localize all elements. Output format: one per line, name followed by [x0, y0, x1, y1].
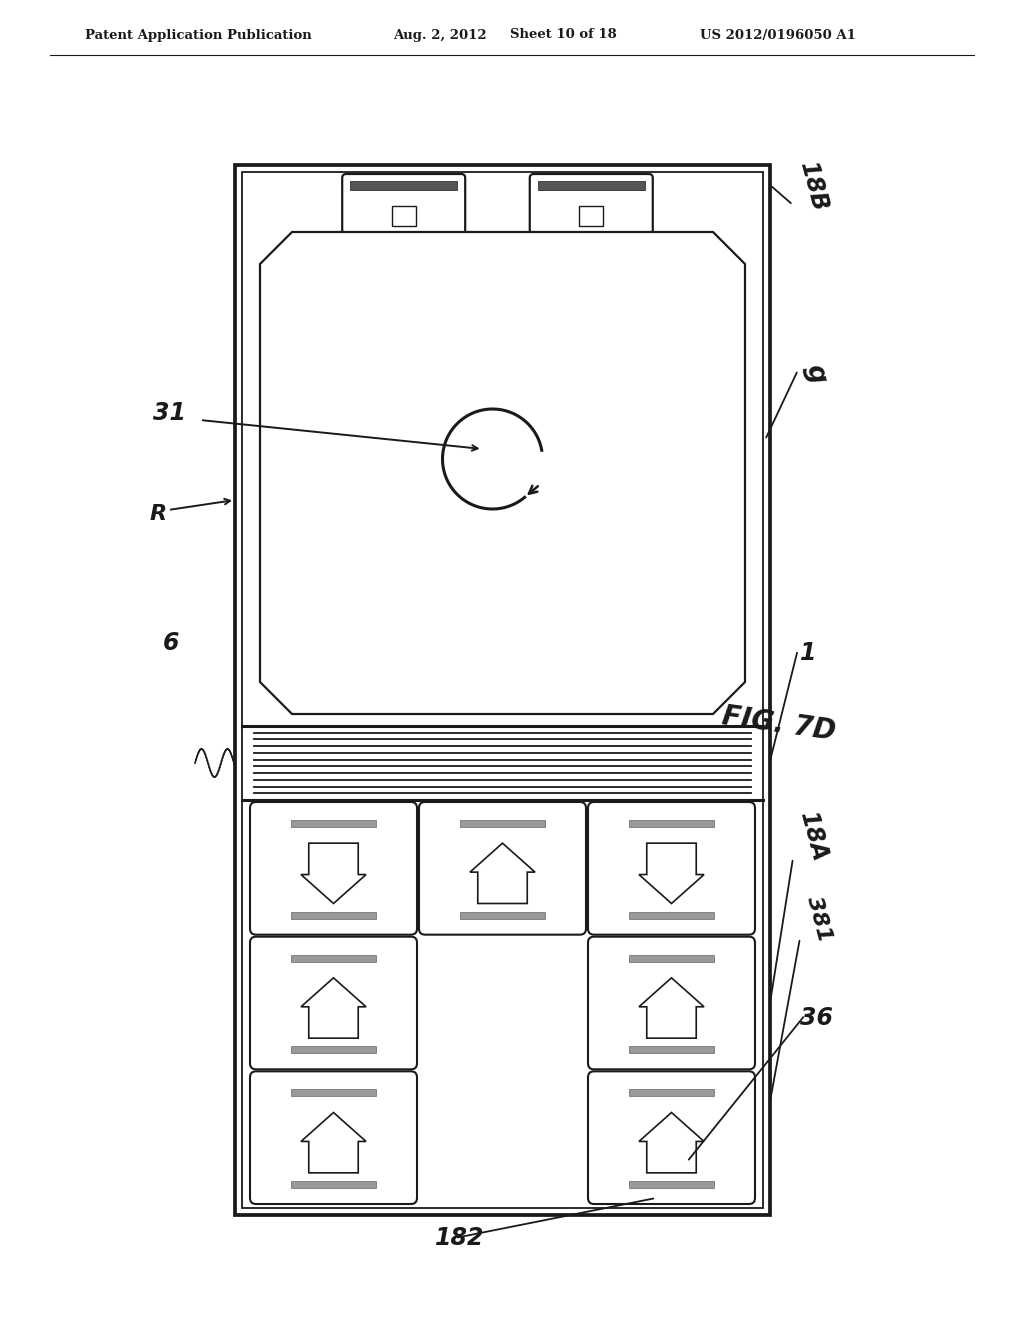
FancyBboxPatch shape	[588, 803, 755, 935]
Bar	[629, 820, 714, 828]
Bar	[291, 820, 376, 828]
Text: 36: 36	[800, 1006, 833, 1030]
Polygon shape	[470, 843, 536, 903]
Text: 6: 6	[163, 631, 179, 655]
Bar	[629, 912, 714, 919]
Text: g: g	[800, 362, 830, 385]
Bar	[580, 206, 603, 226]
Bar	[291, 912, 376, 919]
Polygon shape	[260, 232, 745, 714]
Text: 18A: 18A	[795, 809, 831, 865]
Bar	[291, 1089, 376, 1097]
Polygon shape	[639, 978, 705, 1038]
FancyBboxPatch shape	[529, 174, 652, 234]
Polygon shape	[301, 843, 366, 903]
Text: US 2012/0196050 A1: US 2012/0196050 A1	[700, 29, 856, 41]
FancyBboxPatch shape	[250, 803, 417, 935]
Text: 1: 1	[800, 642, 816, 665]
Polygon shape	[639, 843, 705, 903]
FancyBboxPatch shape	[250, 937, 417, 1069]
Bar	[538, 181, 645, 190]
Text: Sheet 10 of 18: Sheet 10 of 18	[510, 29, 616, 41]
FancyBboxPatch shape	[419, 803, 586, 935]
Text: Patent Application Publication: Patent Application Publication	[85, 29, 311, 41]
Text: FIG. 7D: FIG. 7D	[720, 702, 838, 746]
Bar	[291, 954, 376, 962]
Bar	[629, 954, 714, 962]
Text: 18B: 18B	[795, 160, 831, 215]
Polygon shape	[301, 1113, 366, 1173]
FancyBboxPatch shape	[588, 937, 755, 1069]
Bar	[392, 206, 416, 226]
Bar	[291, 1047, 376, 1053]
Bar	[460, 912, 545, 919]
Bar	[234, 165, 770, 1214]
FancyBboxPatch shape	[250, 1072, 417, 1204]
Bar	[629, 1181, 714, 1188]
Polygon shape	[301, 978, 366, 1038]
Bar	[629, 1047, 714, 1053]
Text: 31: 31	[153, 401, 186, 425]
Text: R: R	[150, 504, 167, 524]
Bar	[242, 172, 763, 1208]
Bar	[629, 1089, 714, 1097]
Bar	[291, 1181, 376, 1188]
FancyBboxPatch shape	[588, 1072, 755, 1204]
Bar	[350, 181, 457, 190]
Text: Aug. 2, 2012: Aug. 2, 2012	[393, 29, 486, 41]
Polygon shape	[639, 1113, 705, 1173]
Text: 182: 182	[435, 1226, 484, 1250]
Bar	[460, 820, 545, 828]
Text: 381: 381	[803, 894, 835, 944]
FancyBboxPatch shape	[342, 174, 465, 234]
